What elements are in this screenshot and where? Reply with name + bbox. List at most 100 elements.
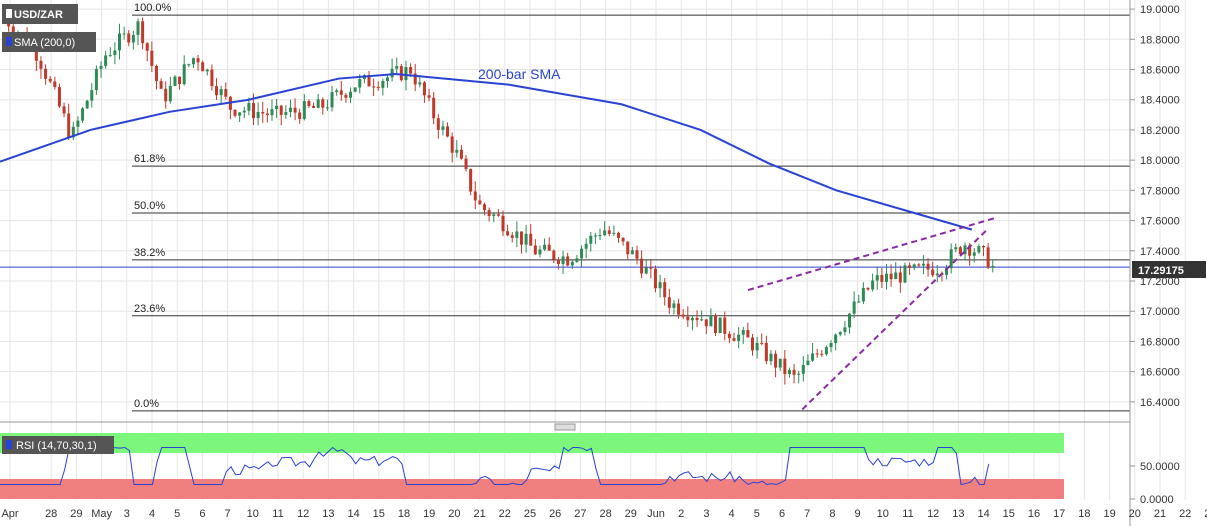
candle-body (71, 126, 75, 138)
candle-body (261, 111, 265, 114)
candle-body (62, 106, 66, 114)
candle-body (778, 358, 782, 368)
candle-body (187, 64, 191, 66)
candle-body (769, 353, 773, 362)
candle-body (603, 230, 607, 236)
rsi-legend[interactable]: RSI (14,70,30,1) (2, 436, 114, 454)
candle-body (409, 67, 413, 74)
candle-body (903, 265, 907, 283)
x-tick-label: 13 (322, 508, 334, 520)
x-tick-label: 10 (877, 508, 889, 520)
candle-body (561, 256, 565, 265)
candle-body (866, 287, 870, 290)
candle-body (607, 230, 611, 234)
candle-body (723, 317, 727, 334)
candle-body (908, 265, 912, 268)
x-tick-label: Jun (647, 508, 665, 520)
x-tick-label: 10 (247, 508, 259, 520)
candle-body (196, 58, 200, 63)
candle-body (912, 264, 916, 268)
rsi-tick-label: 50.0000 (1140, 461, 1180, 473)
candle-body (90, 90, 94, 101)
candle-body (76, 120, 80, 127)
candle-body (880, 275, 884, 282)
candle-body (353, 87, 357, 92)
x-tick-label: 8 (829, 508, 835, 520)
x-tick-label: 15 (1003, 508, 1015, 520)
candle-body (376, 87, 380, 89)
rsi-legend-label: RSI (14,70,30,1) (16, 440, 97, 452)
candle-body (53, 81, 57, 88)
candle-body (690, 317, 694, 321)
candle-body (533, 245, 537, 255)
x-tick-label: 5 (754, 508, 760, 520)
candle-body (302, 101, 306, 119)
candle-body (298, 112, 302, 119)
candle-body (700, 319, 704, 321)
x-tick-label: 2 (678, 508, 684, 520)
candle-body (824, 347, 828, 355)
candle-body (242, 110, 246, 113)
candle-body (251, 103, 255, 119)
wedge-upper-line (747, 216, 997, 292)
pane-resize-handle[interactable] (554, 423, 576, 431)
candle-body (681, 314, 685, 317)
candle-body (492, 214, 496, 216)
candle-body (215, 86, 219, 96)
candle-body (293, 107, 297, 113)
y-tick-label: 17.6000 (1140, 216, 1180, 228)
y-tick-label: 17.4000 (1140, 246, 1180, 258)
candle-body (399, 66, 403, 81)
candle-body (201, 62, 205, 72)
candle-body (247, 103, 251, 111)
candle-body (931, 269, 935, 276)
y-tick-label: 18.8000 (1140, 34, 1180, 46)
candle-body (986, 247, 990, 268)
y-tick-label: 17.8000 (1140, 185, 1180, 197)
candle-body (205, 69, 209, 72)
candle-body (741, 330, 745, 335)
x-tick-label: 7 (804, 508, 810, 520)
candle-body (815, 353, 819, 355)
fib-level-label: 50.0% (134, 200, 165, 212)
candle-body (108, 55, 112, 57)
candle-body (921, 263, 925, 266)
rsi-oversold-zone (0, 479, 1064, 499)
candle-body (233, 109, 237, 116)
candle-body (141, 21, 145, 44)
candle-body (727, 333, 731, 339)
candle-body (538, 249, 542, 255)
x-tick-label: 28 (45, 508, 57, 520)
candle-body (787, 369, 791, 375)
candle-body (797, 373, 801, 375)
candle-body (566, 256, 570, 266)
sma-annotation: 200-bar SMA (478, 66, 561, 82)
candle-body (131, 34, 135, 43)
x-tick-label: 19 (1103, 508, 1115, 520)
candle-body (580, 248, 584, 259)
candle-body (838, 332, 842, 335)
candle-body (972, 252, 976, 256)
candle-body (737, 334, 741, 341)
candle-body (963, 245, 967, 255)
candle-body (760, 342, 764, 344)
candle-body (843, 327, 847, 333)
candle-body (686, 316, 690, 321)
x-tick-label: 25 (524, 508, 536, 520)
x-tick-label: 22 (499, 508, 511, 520)
candle-body (709, 315, 713, 327)
sma-legend[interactable]: SMA (200,0) (2, 32, 96, 52)
candle-body (672, 303, 676, 308)
candle-body (617, 232, 621, 238)
x-tick-label: 23 (1204, 508, 1207, 520)
candle-body (746, 330, 750, 338)
candle-body (256, 111, 260, 119)
candle-body (404, 67, 408, 81)
candle-body (385, 77, 389, 82)
candle-body (783, 358, 787, 375)
candle-body (968, 245, 972, 256)
x-tick-label: 26 (549, 508, 561, 520)
x-tick-label: 15 (373, 508, 385, 520)
candle-body (483, 204, 487, 211)
